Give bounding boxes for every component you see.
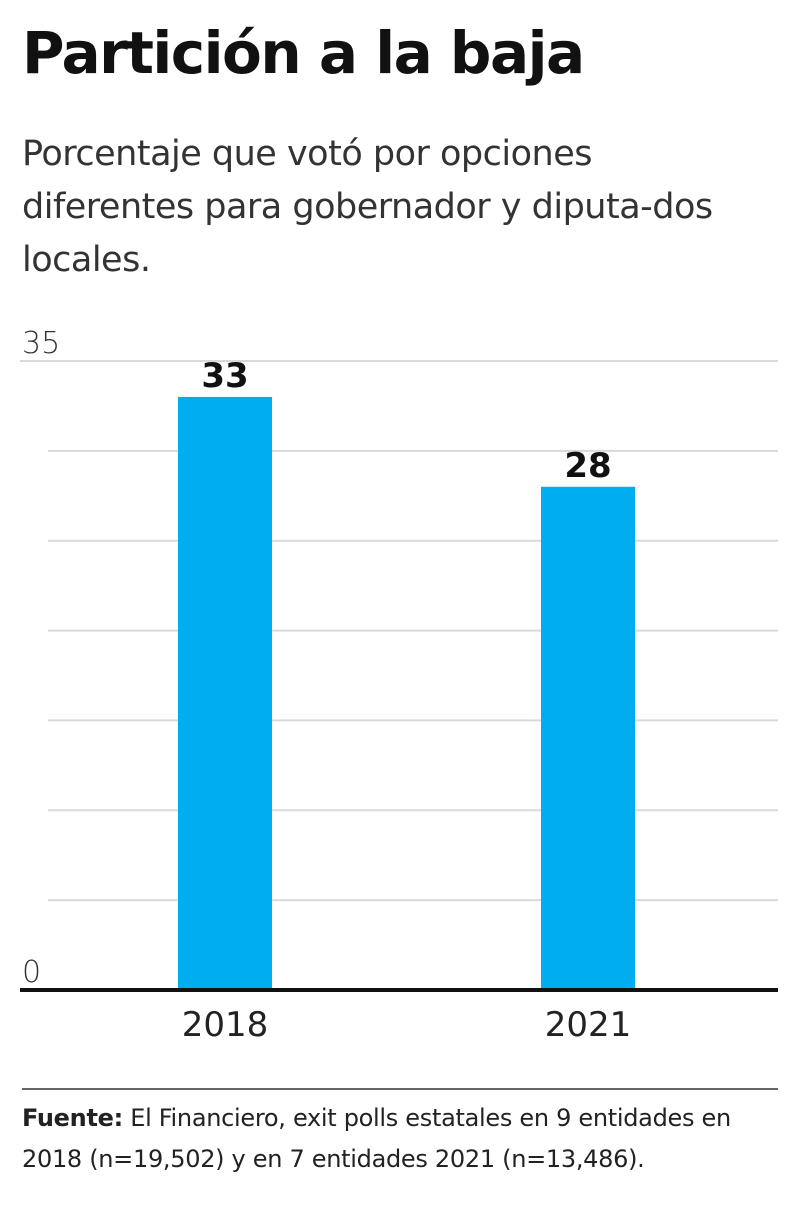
bar-2018: [178, 396, 272, 990]
x-tick-label: 2018: [182, 1005, 269, 1045]
source-divider: [22, 1088, 778, 1090]
bar-2021: [541, 486, 635, 990]
source-text: El Financiero, exit polls estatales en 9…: [22, 1104, 731, 1173]
x-tick-label: 2021: [545, 1005, 632, 1045]
source-label: Fuente:: [22, 1104, 123, 1132]
source-note: Fuente: El Financiero, exit polls estata…: [22, 1098, 782, 1180]
chart-subtitle: Porcentaje que votó por opciones diferen…: [22, 134, 713, 280]
y-tick-label: 35: [22, 326, 60, 361]
chart-title: Partición a la baja: [22, 19, 585, 87]
data-label: 33: [201, 356, 248, 396]
bar-chart: 0 35 33 2018 28 2021: [20, 326, 778, 1045]
data-label: 28: [564, 446, 611, 486]
y-tick-label: 0: [22, 955, 41, 990]
